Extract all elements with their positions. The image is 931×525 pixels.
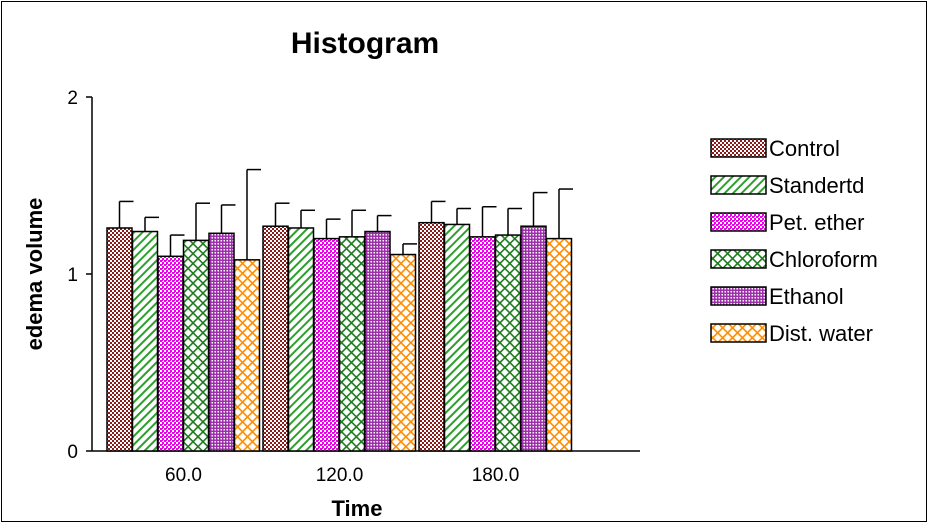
legend-swatch	[710, 138, 767, 158]
bar-pet-ether-60.0	[157, 255, 184, 452]
legend-label: Control	[769, 136, 840, 161]
legend-label: Ethanol	[769, 284, 844, 309]
legend-label: Pet. ether	[769, 210, 864, 235]
legend-label: Dist. water	[769, 321, 873, 346]
bar-ethanol-120.0	[364, 230, 391, 452]
bar-ethanol-60.0	[208, 232, 235, 452]
bar-control-60.0	[106, 227, 133, 452]
legend-swatch	[710, 323, 767, 343]
bar-standertd-60.0	[131, 230, 159, 452]
legend-label: Standertd	[769, 173, 864, 198]
y-tick-label: 2	[67, 88, 78, 109]
bar-standertd-180.0	[443, 223, 471, 452]
x-tick-label: 180.0	[472, 465, 520, 486]
legend-label: Chloroform	[769, 247, 878, 272]
x-axis-label: Time	[332, 496, 383, 521]
bar-ethanol-180.0	[520, 225, 547, 452]
x-tick-label: 120.0	[316, 465, 364, 486]
bar-chloroform-120.0	[338, 236, 366, 452]
legend: Control Standertd Pet. ether Chloroform Etha…	[710, 136, 878, 346]
bar-dist-water-60.0	[233, 259, 261, 452]
legend-swatch	[710, 212, 767, 232]
legend-swatch	[710, 249, 767, 269]
bar-chloroform-60.0	[182, 239, 210, 452]
bar-dist-water-120.0	[389, 253, 417, 452]
legend-swatch	[710, 175, 767, 195]
chart-title: Histogram	[291, 27, 439, 60]
bars	[106, 168, 573, 452]
bar-pet-ether-120.0	[313, 237, 340, 452]
bar-chloroform-180.0	[494, 234, 522, 452]
bar-control-120.0	[262, 225, 289, 452]
y-tick-label: 0	[67, 442, 78, 463]
x-tick-label: 60.0	[165, 465, 202, 486]
legend-swatch	[710, 286, 767, 306]
bar-pet-ether-180.0	[469, 236, 496, 452]
bar-standertd-120.0	[287, 227, 315, 452]
y-tick-label: 1	[67, 265, 78, 286]
bar-control-180.0	[418, 221, 445, 452]
bar-dist-water-180.0	[545, 237, 573, 452]
y-axis-label: edema volume	[22, 198, 47, 351]
